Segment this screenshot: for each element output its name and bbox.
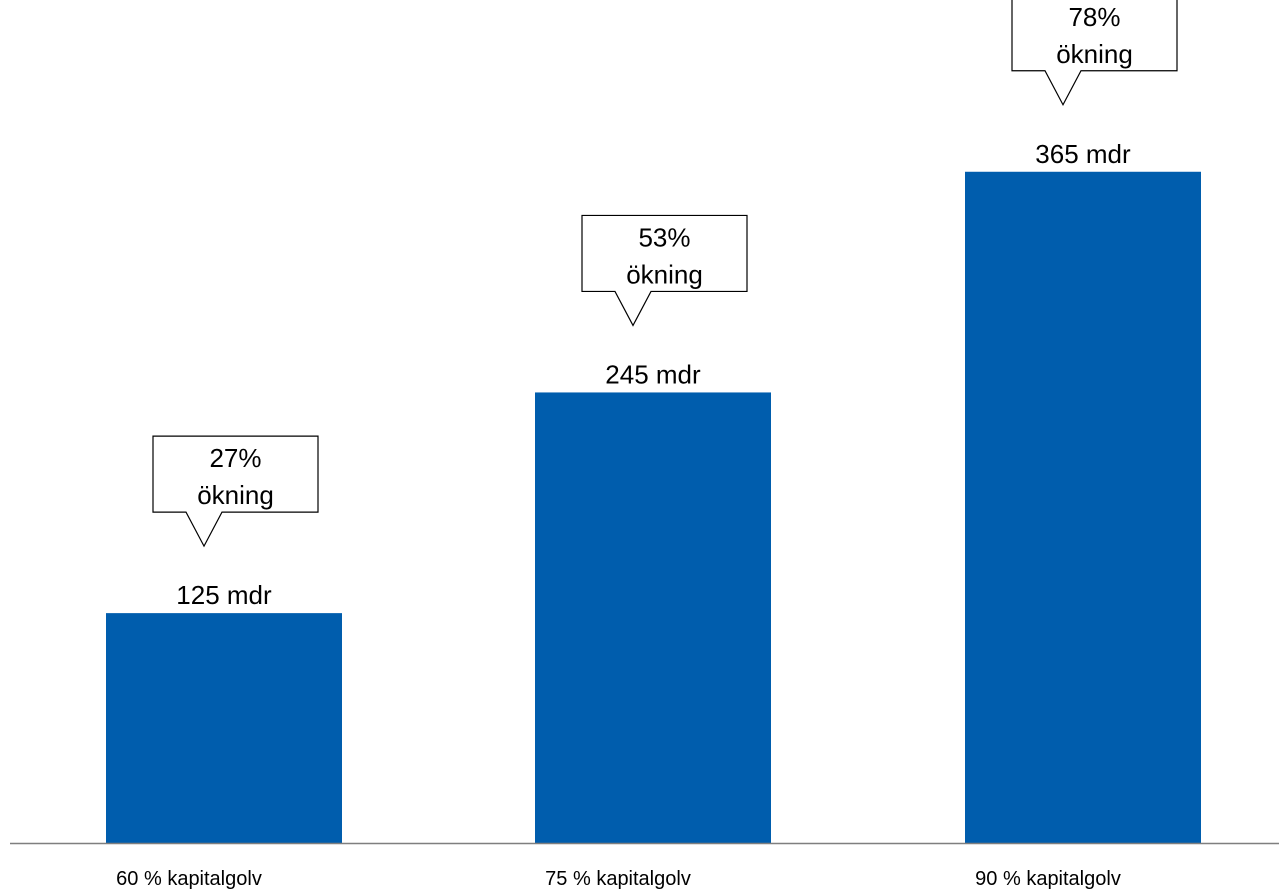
callout-label: ökning [197, 480, 274, 510]
callouts-layer: 27% ökning 53% ökning 78% ökning [152, 0, 1178, 548]
x-tick-label: 90 % kapitalgolv [975, 868, 1121, 890]
bar-3 [965, 171, 1201, 843]
bar-value-label: 365 mdr [1035, 139, 1131, 169]
callout-percent: 27% [209, 443, 261, 473]
callout-percent: 53% [638, 222, 690, 252]
x-tick-label: 60 % kapitalgolv [116, 868, 262, 890]
bar-2 [535, 392, 771, 843]
bar-1 [106, 613, 342, 843]
callout-label: ökning [1056, 39, 1133, 69]
callout-box-3 [1011, 0, 1178, 107]
callout-box-1 [152, 435, 319, 548]
labels-layer: 125 mdr 60 % kapitalgolv 245 mdr 75 % kapit… [116, 139, 1131, 890]
callout-percent: 78% [1068, 2, 1120, 32]
bars-layer [106, 171, 1201, 843]
callout-label: ökning [626, 259, 703, 289]
bar-value-label: 245 mdr [605, 359, 701, 389]
callout-box-2 [581, 214, 748, 327]
bar-value-label: 125 mdr [176, 580, 272, 610]
x-tick-label: 75 % kapitalgolv [545, 868, 691, 890]
